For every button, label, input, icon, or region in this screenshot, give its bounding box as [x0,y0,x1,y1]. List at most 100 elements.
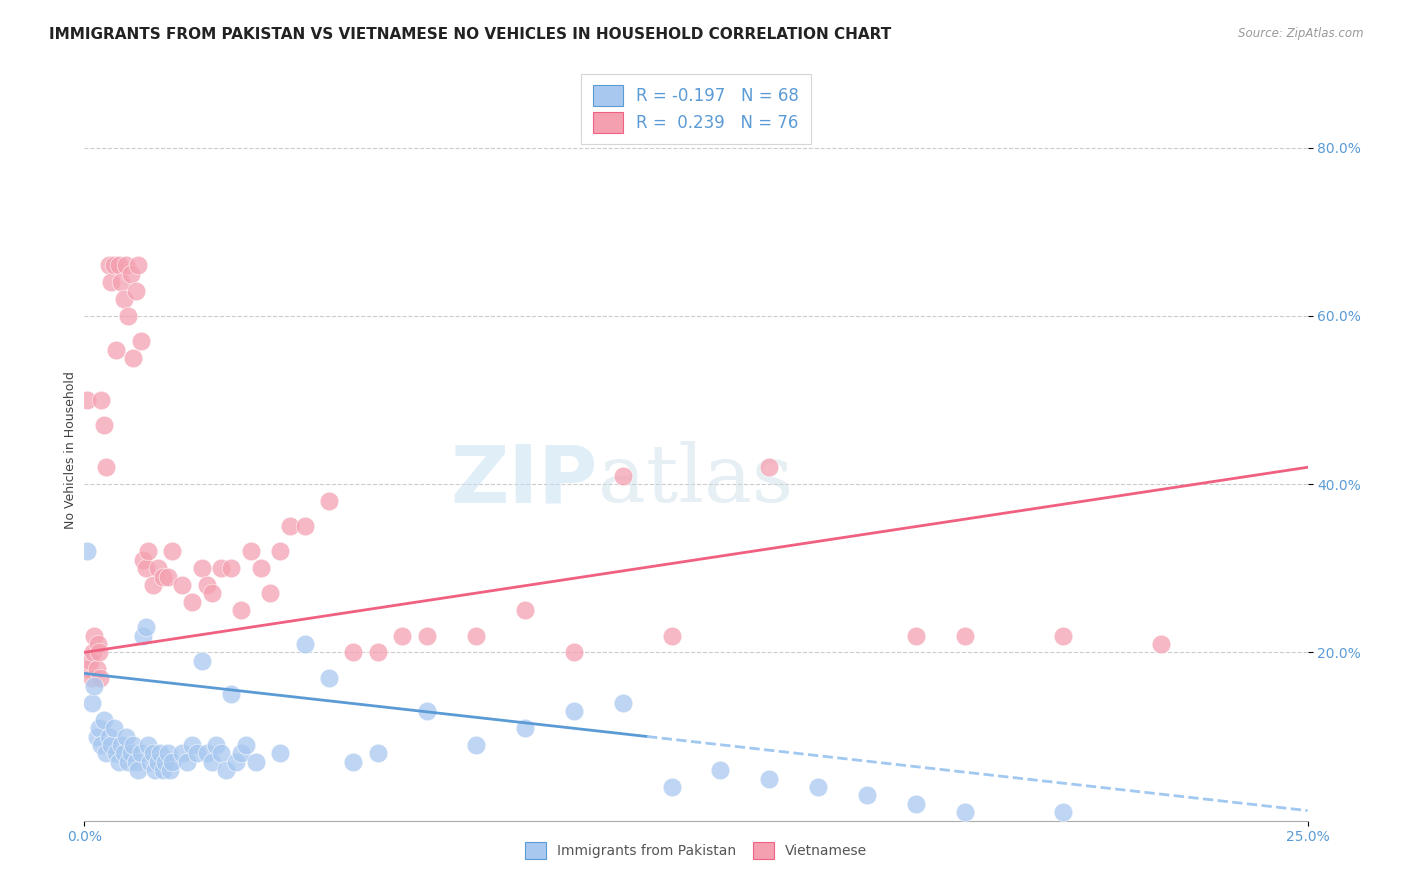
Point [156,747,179,761]
Point [953,805,976,820]
Point [77,662,100,676]
Point [76,544,98,558]
Point [229,603,252,617]
Point [205,738,228,752]
Point [82,645,104,659]
Point [86,730,108,744]
Point [807,780,830,794]
Point [110,738,132,752]
Point [239,544,262,558]
Point [107,258,129,272]
Point [172,578,194,592]
Point [115,258,138,272]
Point [105,343,128,357]
Point [103,258,125,272]
Point [146,561,169,575]
Point [80,671,103,685]
Point [153,755,176,769]
Point [235,738,257,752]
Point [100,738,122,752]
Point [132,553,155,567]
Point [1150,637,1173,651]
Point [90,738,112,752]
Point [135,561,157,575]
Point [90,392,112,407]
Point [122,351,145,365]
Point [416,628,439,642]
Point [229,747,252,761]
Point [162,755,184,769]
Point [83,628,105,642]
Point [612,696,634,710]
Point [294,519,316,533]
Point [87,645,110,659]
Point [100,275,122,289]
Point [215,763,238,777]
Point [152,763,174,777]
Point [225,755,247,769]
Point [162,544,184,558]
Point [219,688,242,702]
Point [181,595,204,609]
Point [269,544,291,558]
Point [905,797,928,811]
Point [709,763,731,777]
Point [758,460,780,475]
Point [195,747,218,761]
Point [249,561,271,575]
Point [125,755,148,769]
Point [342,645,364,659]
Point [278,519,301,533]
Point [661,780,683,794]
Point [661,628,683,642]
Point [79,654,101,668]
Point [464,738,486,752]
Point [112,292,135,306]
Point [86,662,108,676]
Point [318,671,340,685]
Point [172,747,194,761]
Point [200,586,222,600]
Point [758,772,780,786]
Point [953,628,976,642]
Point [209,561,232,575]
Point [136,544,159,558]
Point [125,284,148,298]
Point [110,275,132,289]
Point [132,628,155,642]
Point [191,561,214,575]
Point [127,258,149,272]
Text: atlas: atlas [598,441,793,519]
Legend: Immigrants from Pakistan, Vietnamese: Immigrants from Pakistan, Vietnamese [519,835,873,865]
Point [191,654,214,668]
Point [112,747,135,761]
Point [181,738,204,752]
Point [294,637,316,651]
Point [342,755,364,769]
Point [83,679,105,693]
Point [120,267,142,281]
Point [367,645,389,659]
Point [105,747,128,761]
Point [200,755,222,769]
Point [416,704,439,718]
Point [120,747,142,761]
Point [117,309,139,323]
Point [93,713,115,727]
Point [93,418,115,433]
Point [186,747,208,761]
Point [856,789,879,803]
Point [96,747,118,761]
Point [107,755,129,769]
Point [97,730,120,744]
Point [209,747,232,761]
Point [87,637,110,651]
Y-axis label: No Vehicles in Household: No Vehicles in Household [65,372,77,529]
Point [115,730,138,744]
Point [97,258,120,272]
Point [122,738,145,752]
Point [1052,628,1074,642]
Text: Source: ZipAtlas.com: Source: ZipAtlas.com [1239,27,1364,40]
Point [1052,805,1074,820]
Point [149,747,172,761]
